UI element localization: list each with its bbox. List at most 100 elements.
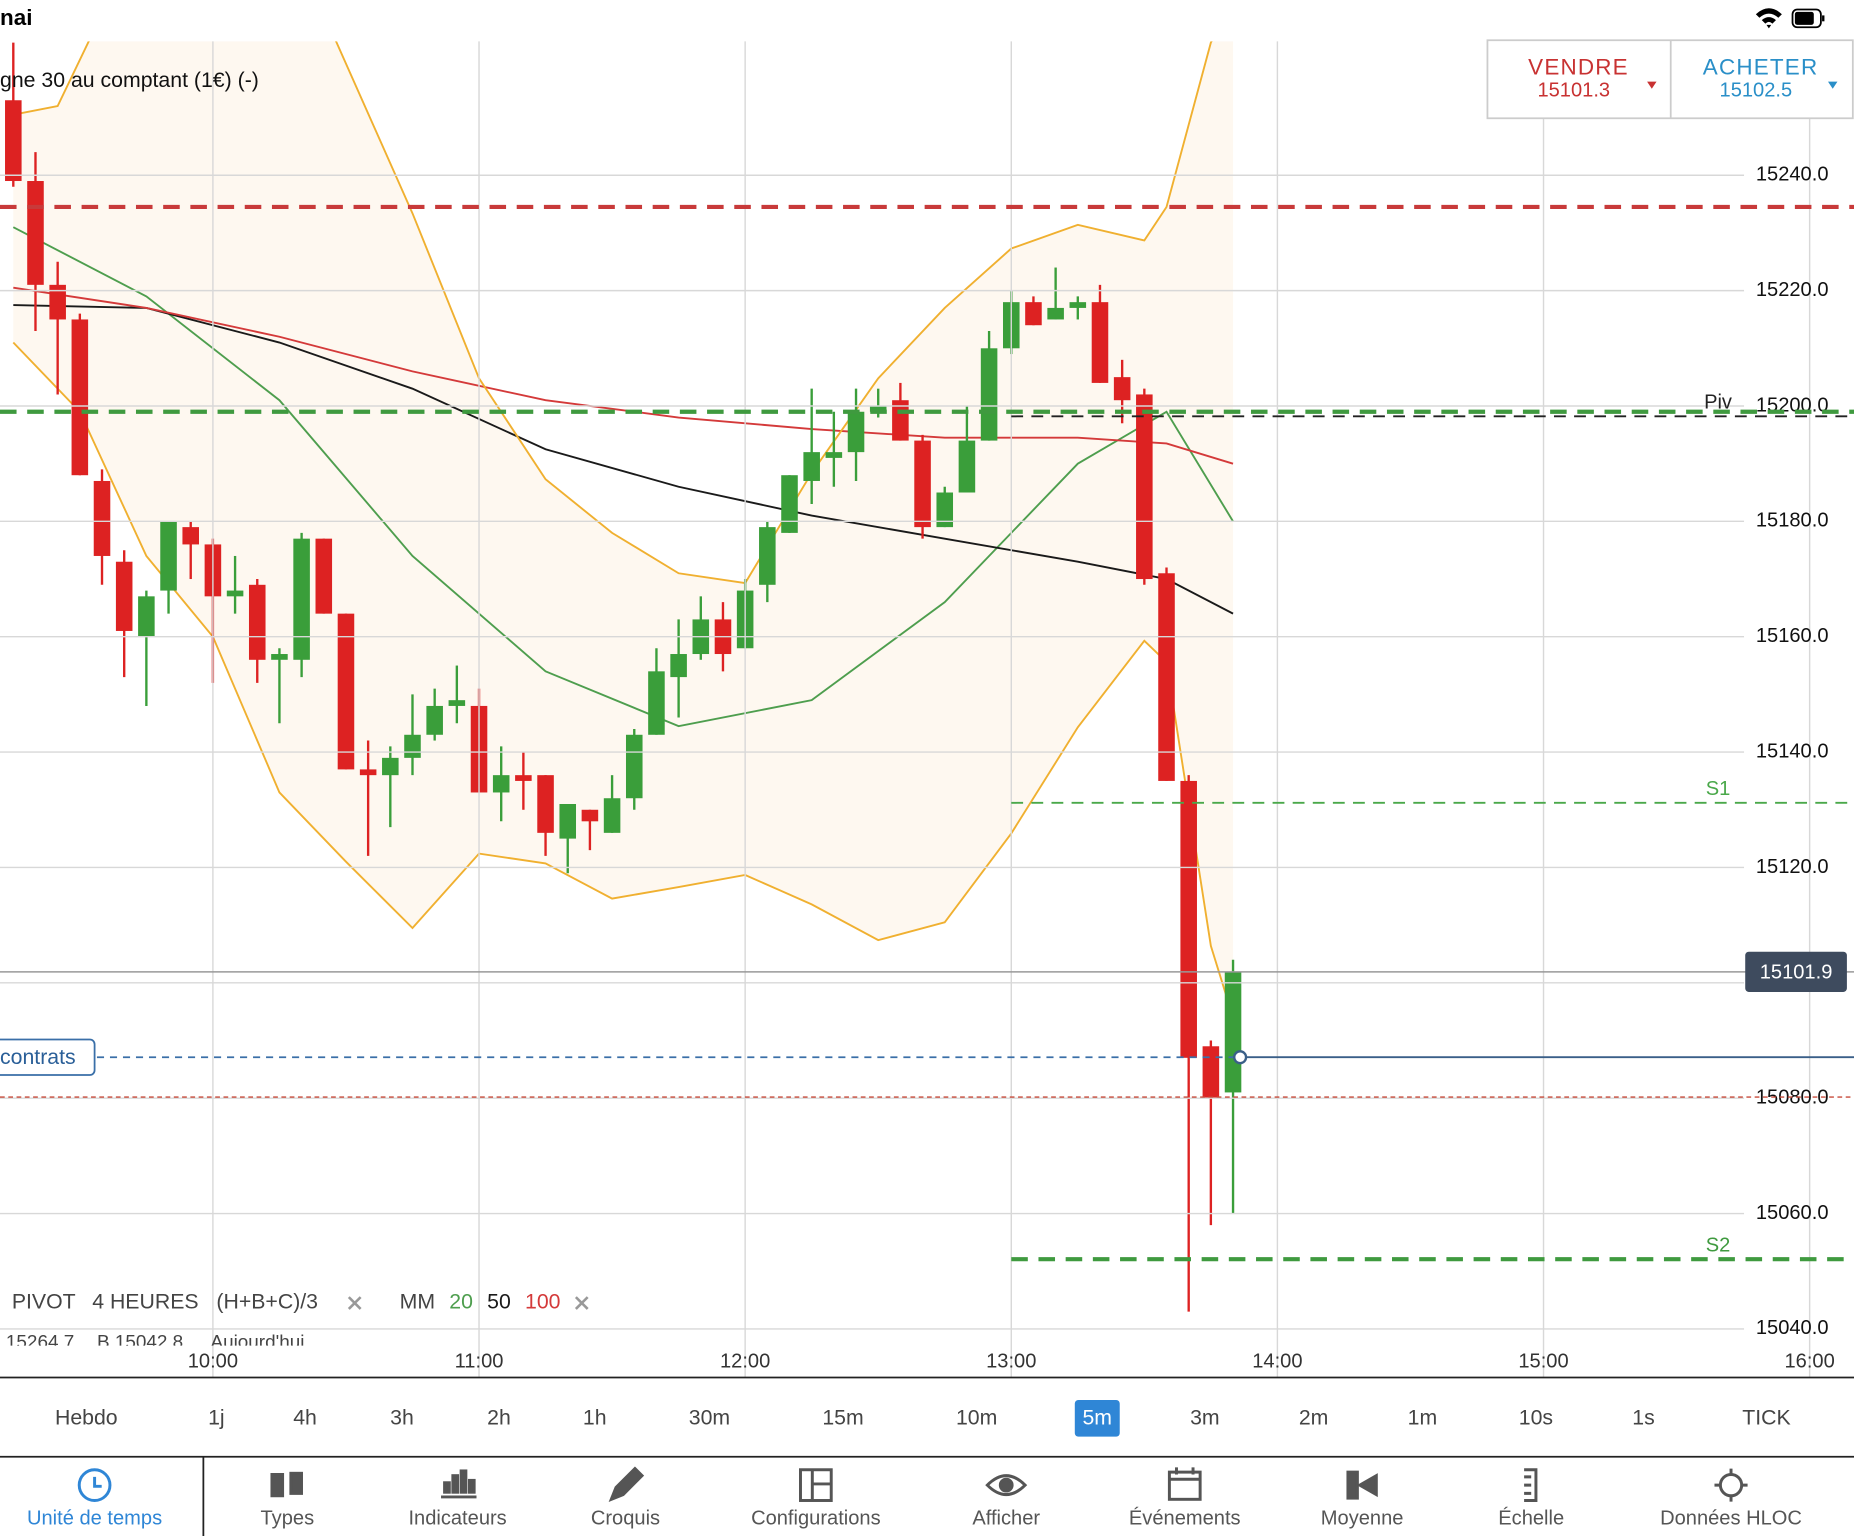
toolbar-button[interactable]	[1714, 1468, 1748, 1502]
toolbar-icon[interactable]	[810, 1469, 832, 1501]
toolbar-label[interactable]: Moyenne	[1321, 1508, 1404, 1530]
order-tag[interactable]	[0, 1038, 96, 1076]
timeframe-button[interactable]: 5m	[1082, 1406, 1112, 1430]
toolbar-icon[interactable]	[1169, 1467, 1201, 1481]
timeframe-button[interactable]: 30m	[689, 1406, 730, 1430]
info-line: 15264.7 B 15042.8 Aujourd'hui	[6, 1332, 305, 1345]
timeframe-button[interactable]: 4h	[293, 1406, 317, 1430]
timeframe-button[interactable]: 3h	[390, 1406, 414, 1430]
x-tick-label: 15:00	[1518, 1350, 1568, 1372]
legend-entry: 50	[487, 1290, 511, 1314]
timeframe-button[interactable]: 1m	[1408, 1406, 1438, 1430]
timeframe-button[interactable]: 1h	[583, 1406, 607, 1430]
candle-body	[271, 654, 288, 660]
toolbar-button[interactable]	[799, 1468, 833, 1502]
toolbar-icon[interactable]	[467, 1478, 476, 1494]
level-label: S1	[1706, 778, 1731, 800]
toolbar-label[interactable]: Données HLOC	[1660, 1508, 1802, 1530]
toolbar-label[interactable]: Configurations	[751, 1508, 881, 1530]
sell-button[interactable]: VENDRE 15101.3	[1528, 55, 1657, 102]
timeframe-selected[interactable]	[1074, 1399, 1120, 1437]
toolbar-icon[interactable]	[459, 1469, 468, 1494]
overlay: 15040.015060.015080.015100.015120.015140…	[0, 41, 1854, 1378]
level-label: Piv	[1704, 392, 1732, 414]
candle-body	[138, 596, 155, 637]
toolbar-icon[interactable]	[1346, 1470, 1359, 1500]
toolbar-icon[interactable]	[289, 1471, 303, 1495]
candle-body	[1202, 1046, 1220, 1099]
remove-icon[interactable]	[574, 1296, 589, 1310]
sell-price[interactable]: 15101.3	[1537, 79, 1610, 101]
toolbar-icon[interactable]	[985, 1474, 1028, 1497]
timeframe-button[interactable]: 15m	[822, 1406, 863, 1430]
toolbar-icon[interactable]	[1356, 1473, 1378, 1498]
toolbar-button[interactable]	[77, 1468, 112, 1502]
moving-average-line	[13, 304, 1234, 615]
toolbar-icon[interactable]	[998, 1477, 1014, 1493]
toolbar-label[interactable]: Unité de temps	[27, 1508, 162, 1530]
toolbar-button[interactable]	[1167, 1467, 1202, 1501]
toolbar-button[interactable]	[441, 1469, 477, 1499]
toolbar-icon[interactable]	[608, 1466, 645, 1502]
timeframe-button[interactable]: TICK	[1742, 1406, 1790, 1430]
buy-label[interactable]: ACHETER	[1703, 55, 1819, 80]
toolbar-label[interactable]: Indicateurs	[408, 1508, 506, 1530]
candle-body	[1047, 307, 1064, 320]
toolbar-label[interactable]: Échelle	[1498, 1507, 1564, 1530]
toolbar-icon[interactable]	[93, 1476, 102, 1488]
toolbar-label[interactable]: Événements	[1129, 1507, 1241, 1530]
remove-indicator[interactable]	[347, 1296, 362, 1310]
toolbar-icon[interactable]	[1524, 1468, 1538, 1502]
toolbar-label[interactable]: Croquis	[591, 1508, 660, 1530]
candle-body	[1113, 377, 1131, 401]
toolbar-label[interactable]: Afficher	[972, 1508, 1040, 1530]
toolbar-icon[interactable]	[443, 1481, 451, 1494]
status-time: nai	[0, 5, 32, 30]
x-tick-label: 10:00	[188, 1350, 238, 1372]
candle-body	[315, 538, 333, 614]
timeframe-button[interactable]: 1s	[1632, 1406, 1654, 1430]
candle-body	[93, 480, 111, 556]
remove-icon[interactable]	[347, 1296, 362, 1310]
toolbar-icon[interactable]	[270, 1473, 285, 1498]
timeframe-button[interactable]: 3m	[1190, 1406, 1220, 1430]
candle-body	[980, 348, 998, 441]
candle-body	[1091, 302, 1109, 383]
toolbar-icon[interactable]	[1714, 1468, 1748, 1502]
timeframe-button[interactable]: 10s	[1519, 1406, 1553, 1430]
buy-price[interactable]: 15102.5	[1720, 79, 1793, 101]
timeframe-button[interactable]: Hebdo	[55, 1406, 118, 1430]
candle-body	[1180, 780, 1197, 1058]
toolbar-label[interactable]: Types	[261, 1508, 315, 1530]
timeframe-button[interactable]: 1j	[208, 1406, 225, 1430]
candle-body	[293, 538, 310, 660]
toolbar-button[interactable]	[608, 1466, 645, 1502]
toolbar-button[interactable]	[1524, 1468, 1538, 1502]
candle-body	[1158, 573, 1175, 781]
toolbar-icon[interactable]	[77, 1468, 112, 1502]
order-handle[interactable]	[1233, 1050, 1248, 1065]
toolbar-icon[interactable]	[1167, 1470, 1202, 1501]
remove-indicator[interactable]	[574, 1296, 589, 1310]
bollinger-line	[12, 341, 1234, 1018]
toolbar-button[interactable]	[270, 1471, 303, 1498]
candle-body	[759, 527, 776, 585]
band-fill	[13, 41, 1234, 1018]
sell-label[interactable]: VENDRE	[1528, 55, 1629, 80]
candle-body	[825, 452, 843, 458]
toolbar-icon[interactable]	[451, 1474, 460, 1494]
toolbar-button[interactable]	[1346, 1470, 1378, 1500]
timeframe-button[interactable]: 2h	[487, 1406, 511, 1430]
quote-box: VENDRE 15101.3 ACHETER 15102.5	[1486, 39, 1854, 120]
candle-body	[49, 284, 66, 320]
toolbar-button[interactable]	[985, 1474, 1028, 1497]
candle-body	[1136, 394, 1153, 580]
candle-body	[5, 100, 22, 182]
x-tick-label: 14:00	[1252, 1350, 1302, 1372]
candle-body	[182, 527, 199, 545]
timeframe-button[interactable]: 2m	[1299, 1406, 1329, 1430]
order-label[interactable]: contrats	[0, 1045, 76, 1069]
timeframe-button[interactable]: 10m	[956, 1406, 997, 1430]
buy-button[interactable]: ACHETER 15102.5	[1703, 55, 1838, 102]
y-tick-label: 15240.0	[1756, 164, 1829, 186]
